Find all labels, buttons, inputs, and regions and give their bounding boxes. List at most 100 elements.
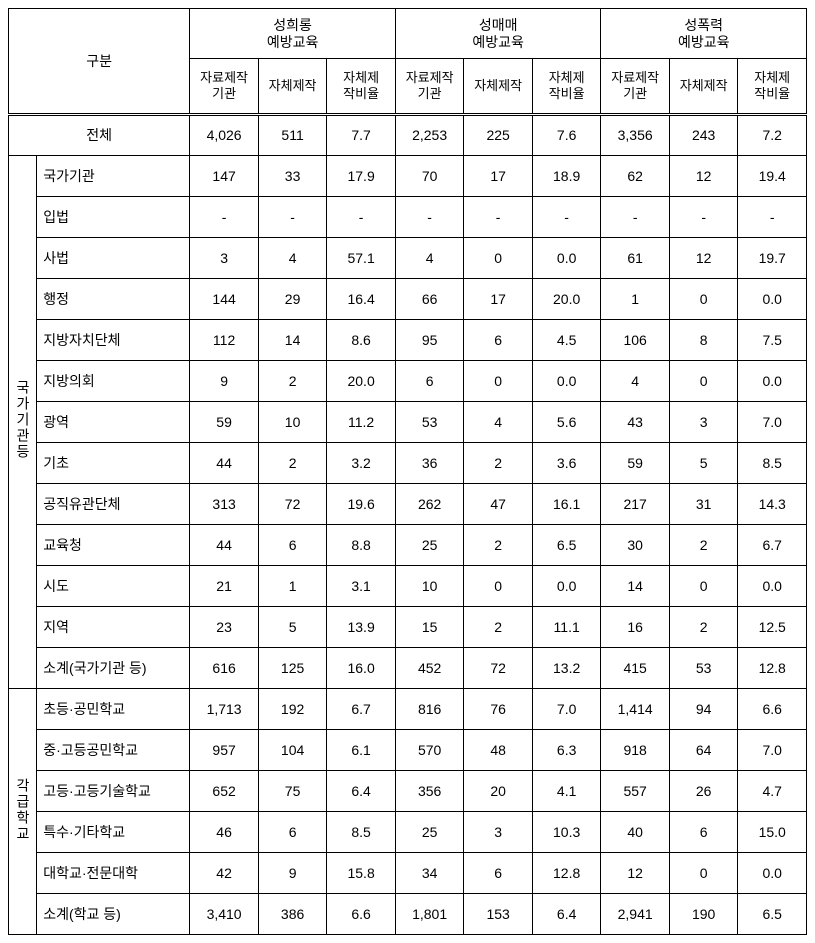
- cell: 190: [669, 894, 738, 935]
- cell: 1: [258, 566, 327, 607]
- cell: 16.1: [532, 484, 601, 525]
- row-label: 국가기관: [37, 156, 190, 197]
- cell: 31: [669, 484, 738, 525]
- cell: 34: [395, 853, 464, 894]
- cell: 4.7: [738, 771, 807, 812]
- cell: 7.6: [532, 115, 601, 156]
- cell: 16.4: [327, 279, 396, 320]
- table-row: 지역23513.915211.116212.5: [9, 607, 807, 648]
- row-label: 지방자치단체: [37, 320, 190, 361]
- table-row: 행정1442916.4661720.0100.0: [9, 279, 807, 320]
- cell: 61: [601, 238, 670, 279]
- row-label: 지역: [37, 607, 190, 648]
- row-label: 공직유관단체: [37, 484, 190, 525]
- cell: 17: [464, 156, 533, 197]
- cell: 16: [601, 607, 670, 648]
- cell: 12: [601, 853, 670, 894]
- cell: 21: [190, 566, 259, 607]
- cell: 13.2: [532, 648, 601, 689]
- cell: 2: [258, 361, 327, 402]
- cell: 8.5: [738, 443, 807, 484]
- row-label: 소계(학교 등): [37, 894, 190, 935]
- header-category: 구분: [9, 9, 190, 115]
- table-body: 전체 4,026 511 7.7 2,253 225 7.6 3,356 243…: [9, 115, 807, 935]
- cell: 8.6: [327, 320, 396, 361]
- table-row: 지방의회9220.0600.0400.0: [9, 361, 807, 402]
- cell: 2: [464, 443, 533, 484]
- cell: -: [395, 197, 464, 238]
- cell: 356: [395, 771, 464, 812]
- cell: 10.3: [532, 812, 601, 853]
- cell: 23: [190, 607, 259, 648]
- cell: 386: [258, 894, 327, 935]
- cell: 8.8: [327, 525, 396, 566]
- cell: 112: [190, 320, 259, 361]
- cell: 9: [190, 361, 259, 402]
- cell: 36: [395, 443, 464, 484]
- subcol: 자료제작기관: [395, 59, 464, 115]
- cell: 7.0: [532, 689, 601, 730]
- cell: 59: [601, 443, 670, 484]
- cell: 72: [464, 648, 533, 689]
- cell: 10: [395, 566, 464, 607]
- cell: 816: [395, 689, 464, 730]
- cell: -: [532, 197, 601, 238]
- cell: 7.0: [738, 402, 807, 443]
- cell: 225: [464, 115, 533, 156]
- cell: 53: [395, 402, 464, 443]
- cell: 106: [601, 320, 670, 361]
- cell: 0.0: [738, 279, 807, 320]
- cell: 0: [669, 853, 738, 894]
- cell: 8.5: [327, 812, 396, 853]
- cell: 0.0: [738, 853, 807, 894]
- cell: 20.0: [327, 361, 396, 402]
- cell: 0: [464, 361, 533, 402]
- cell: 0: [669, 279, 738, 320]
- cell: 125: [258, 648, 327, 689]
- cell: 4: [601, 361, 670, 402]
- cell: 147: [190, 156, 259, 197]
- cell: 11.2: [327, 402, 396, 443]
- cell: 8: [669, 320, 738, 361]
- cell: 2: [464, 607, 533, 648]
- statistics-table: 구분 성희롱예방교육 성매매예방교육 성폭력예방교육 자료제작기관 자체제작 자…: [8, 8, 807, 935]
- cell: 25: [395, 812, 464, 853]
- subcol: 자체제작비율: [532, 59, 601, 115]
- cell: 4.5: [532, 320, 601, 361]
- cell: 1,801: [395, 894, 464, 935]
- header-group-1: 성매매예방교육: [395, 9, 601, 59]
- cell: 19.7: [738, 238, 807, 279]
- cell: 4: [258, 238, 327, 279]
- cell: 2: [258, 443, 327, 484]
- cell: 70: [395, 156, 464, 197]
- cell: 570: [395, 730, 464, 771]
- cell: 3,356: [601, 115, 670, 156]
- cell: 6.4: [532, 894, 601, 935]
- cell: 4.1: [532, 771, 601, 812]
- cell: 18.9: [532, 156, 601, 197]
- cell: 14: [258, 320, 327, 361]
- row-label: 교육청: [37, 525, 190, 566]
- cell: 2: [464, 525, 533, 566]
- cell: 66: [395, 279, 464, 320]
- cell: 6: [258, 525, 327, 566]
- table-row: 광역591011.25345.64337.0: [9, 402, 807, 443]
- row-label: 광역: [37, 402, 190, 443]
- cell: 313: [190, 484, 259, 525]
- group-label-2: 각급학교: [9, 689, 37, 935]
- cell: 19.6: [327, 484, 396, 525]
- cell: 20.0: [532, 279, 601, 320]
- row-label: 특수·기타학교: [37, 812, 190, 853]
- cell: 7.2: [738, 115, 807, 156]
- cell: 0.0: [738, 361, 807, 402]
- cell: 7.0: [738, 730, 807, 771]
- row-label: 행정: [37, 279, 190, 320]
- cell: 40: [601, 812, 670, 853]
- cell: 3,410: [190, 894, 259, 935]
- table-header: 구분 성희롱예방교육 성매매예방교육 성폭력예방교육 자료제작기관 자체제작 자…: [9, 9, 807, 115]
- cell: 557: [601, 771, 670, 812]
- cell: 13.9: [327, 607, 396, 648]
- cell: 3: [190, 238, 259, 279]
- cell: 6: [395, 361, 464, 402]
- cell: 53: [669, 648, 738, 689]
